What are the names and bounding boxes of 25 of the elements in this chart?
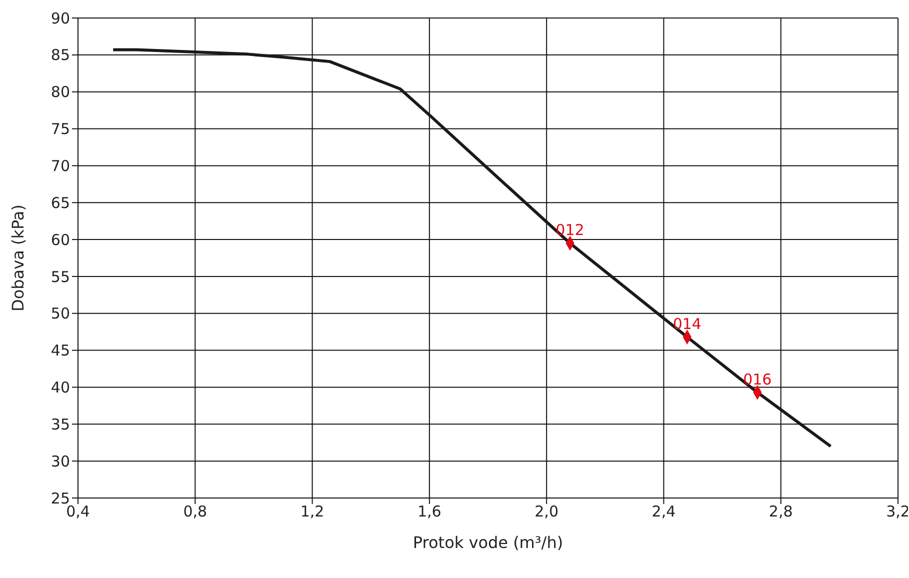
y-tick-label: 35 xyxy=(50,415,70,434)
y-tick-label: 70 xyxy=(50,157,70,176)
y-tick-label: 45 xyxy=(50,342,70,360)
y-tick-label: 55 xyxy=(50,268,70,286)
y-tick-label: 90 xyxy=(50,9,70,28)
annotation: 012 xyxy=(556,221,584,240)
x-tick-label: 2,4 xyxy=(652,502,676,521)
y-tick-label: 80 xyxy=(50,83,70,102)
x-tick-label: 2,0 xyxy=(534,502,558,521)
x-tick-label: 2,8 xyxy=(768,502,793,521)
y-tick-label: 60 xyxy=(50,230,70,249)
x-tick-label: 1,6 xyxy=(418,502,442,521)
x-axis-title: Protok vode (m³/h) xyxy=(412,533,564,552)
y-tick-label: 40 xyxy=(50,378,70,397)
y-axis-title: Dobava (kPa) xyxy=(8,204,28,312)
y-tick-label: 65 xyxy=(50,194,70,212)
annotation: 016 xyxy=(743,370,772,388)
x-tick-label: 0,4 xyxy=(66,502,90,521)
annotation: 014 xyxy=(672,315,702,334)
x-tick-label: 1,2 xyxy=(300,502,324,521)
x-tick-label: 0,8 xyxy=(183,502,208,521)
y-tick-label: 30 xyxy=(50,452,70,470)
y-tick-label: 50 xyxy=(50,304,70,323)
y-tick-label: 85 xyxy=(50,46,70,64)
y-tick-label: 75 xyxy=(50,120,70,138)
